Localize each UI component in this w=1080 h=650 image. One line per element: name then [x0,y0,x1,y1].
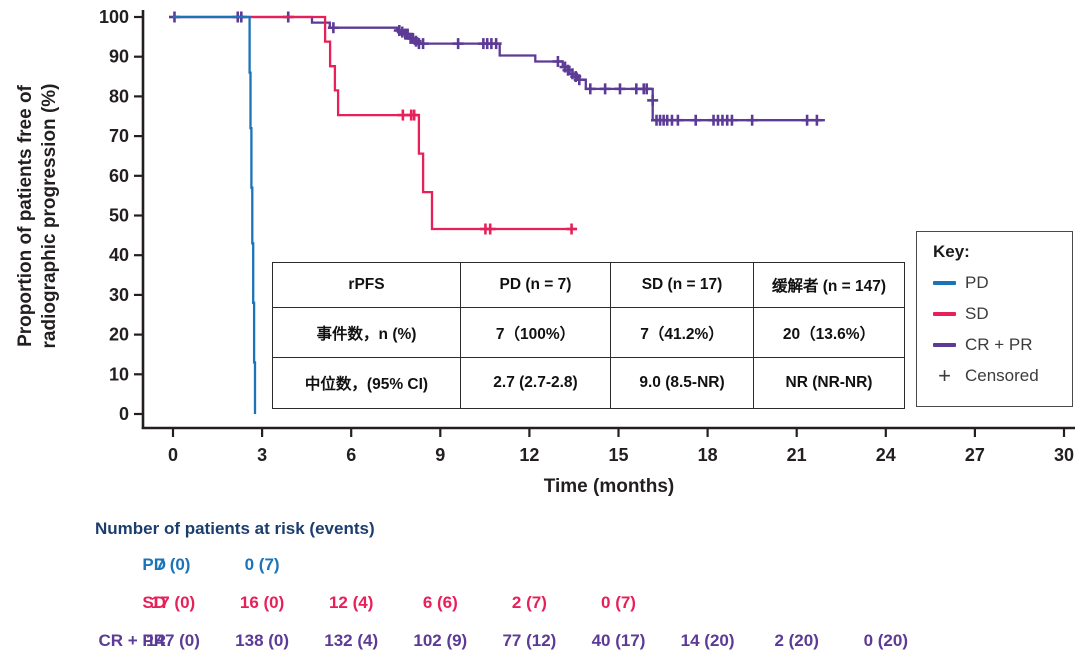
legend-title: Key: [933,242,970,261]
risk-value: 6 (6) [422,593,458,612]
km-curve-SD [173,15,577,231]
legend-label-censored: Censored [965,366,1039,385]
risk-value: 77 (12) [502,631,557,650]
km-curve-PD [173,15,257,414]
risk-table-title: Number of patients at risk (events) [95,519,375,538]
risk-value: 0 (7) [601,593,636,612]
risk-value: 17 (0) [150,593,196,612]
y-axis-title: radiographic progression (%) [39,84,60,349]
stats-events-sd: 7（41.2%） [610,307,754,358]
stats-events-responders: 20（13.6%） [753,307,905,358]
stats-header-rpfs: rPFS [272,262,461,308]
x-tick-label: 3 [257,445,267,465]
risk-value: 14 (20) [680,631,735,650]
stats-median-pd: 2.7 (2.7-2.8) [460,357,611,409]
stats-header-sd: SD (n = 17) [610,262,754,308]
y-tick-label: 10 [109,364,129,384]
stats-header-responders: 缓解者 (n = 147) [753,262,905,308]
y-tick-label: 80 [109,86,129,106]
x-tick-label: 9 [435,445,445,465]
stats-median-sd: 9.0 (8.5-NR) [610,357,754,409]
legend-item-censored: + Censored [933,363,1072,388]
risk-value: 147 (0) [146,631,200,650]
y-tick-label: 90 [109,47,129,67]
y-tick-label: 70 [109,126,129,146]
x-tick-label: 0 [168,445,178,465]
y-tick-label: 0 [119,404,129,424]
km-chart: 0 10 20 30 40 50 60 70 80 90 100 0 3 6 9 12 15 18 21 24 27 30… [15,7,1075,497]
risk-value: 16 (0) [239,593,285,612]
y-axis-title: Proportion of patients free of [15,84,36,346]
risk-value: 7 (0) [155,555,191,574]
x-axis-title: Time (months) [544,476,675,497]
risk-value: 132 (4) [324,631,379,650]
pd-line-swatch [933,281,956,285]
legend-item-crpr: CR + PR [933,335,1072,355]
risk-row-label: CR + PR [98,631,166,650]
risk-row-label: SD [142,593,166,612]
x-tick-label: 30 [1054,445,1074,465]
y-tick-label: 100 [99,7,129,27]
y-tick-label: 30 [109,285,129,305]
crpr-line-swatch [933,343,956,347]
legend-item-sd: SD [933,304,1072,324]
y-tick-label: 60 [109,166,129,186]
legend-label-crpr: CR + PR [965,335,1033,354]
legend-label-sd: SD [965,304,989,323]
stats-table: rPFS PD (n = 7) SD (n = 17) 缓解者 (n = 147… [272,262,905,409]
risk-value: 102 (9) [413,631,468,650]
x-tick-label: 18 [698,445,718,465]
risk-value: 2 (20) [774,631,819,650]
km-curve-CRPR [173,15,825,122]
stats-header-pd: PD (n = 7) [460,262,611,308]
x-tick-label: 27 [965,445,985,465]
risk-value: 40 (17) [591,631,646,650]
legend-item-pd: PD [933,273,1072,293]
x-tick-label: 6 [346,445,356,465]
x-tick-label: 15 [608,445,628,465]
y-tick-label: 50 [109,206,129,226]
risk-row-label: PD [142,555,166,574]
x-tick-label: 12 [519,445,539,465]
y-tick-label: 20 [109,325,129,345]
legend-label-pd: PD [965,273,989,292]
risk-value: 12 (4) [328,593,374,612]
x-tick-label: 21 [787,445,807,465]
y-tick-label: 40 [109,245,129,265]
x-tick-label: 24 [876,445,896,465]
censored-plus-icon: + [938,363,951,388]
sd-line-swatch [933,312,956,316]
legend-box: Key: PD SD CR + PR + Censored [916,231,1073,407]
risk-value: 2 (7) [511,593,547,612]
stats-median-responders: NR (NR-NR) [753,357,905,409]
risk-value: 138 (0) [235,631,290,650]
risk-value: 0 (7) [244,555,280,574]
stats-median-label: 中位数，(95% CI) [272,357,461,409]
stats-events-pd: 7（100%） [460,307,611,358]
risk-value: 0 (20) [863,631,908,650]
stats-events-label: 事件数，n (%) [272,307,461,358]
